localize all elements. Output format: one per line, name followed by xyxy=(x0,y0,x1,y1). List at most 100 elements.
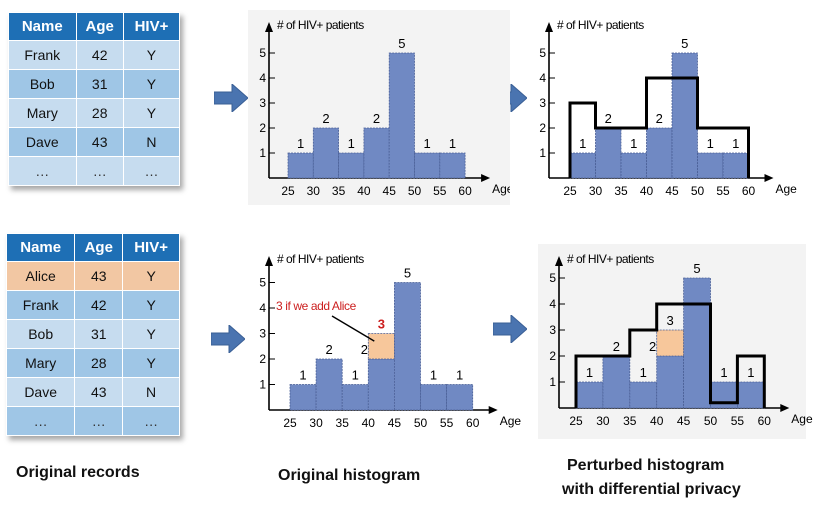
y-tick-label: 2 xyxy=(259,121,266,135)
bar-value-label: 1 xyxy=(430,368,437,383)
x-tick-label: 40 xyxy=(362,416,376,430)
table-cell: Y xyxy=(122,69,181,99)
records-with-alice-table: Name Age HIV+ Alice 43 Y Frank 42 Y Bob 31 Y Mary 28 Y… xyxy=(5,233,180,436)
table-cell: … xyxy=(122,406,180,436)
y-tick-label: 3 xyxy=(259,96,266,110)
caption-original-records: Original records xyxy=(16,464,140,481)
table-body: Name Age HIV+ Alice 43 Y Frank 42 Y Bob 31 Y Mary 28 Y… xyxy=(5,233,180,436)
table-row: ……… xyxy=(8,156,181,186)
bar-value-label: 2 xyxy=(649,339,656,354)
x-tick-label: 60 xyxy=(458,184,472,198)
column-header: Name xyxy=(5,233,76,262)
x-tick-label: 35 xyxy=(623,414,637,428)
table-cell: Y xyxy=(122,261,180,291)
bar-value-label: 1 xyxy=(352,368,359,383)
table-cell: 42 xyxy=(74,290,124,320)
histogram-bar xyxy=(602,355,631,409)
y-tick-label: 5 xyxy=(549,271,556,285)
bar-value-label: 2 xyxy=(361,342,368,357)
x-tick-label: 55 xyxy=(716,184,730,198)
histogram-bar xyxy=(367,358,395,411)
x-tick-label: 50 xyxy=(414,416,428,430)
perturbed-histogram-chart: # of HIV+ patients 1 2 3 4 5 1 2 1 2 5 1 1 25 30 35 40 45… xyxy=(528,10,810,205)
y-tick-label: 3 xyxy=(539,96,546,110)
histogram-bar xyxy=(287,152,314,179)
x-axis-arrow-icon xyxy=(481,174,491,182)
table-cell: N xyxy=(122,377,180,407)
bar-value-label: 5 xyxy=(681,36,688,51)
table-body: Name Age HIV+ Frank 42 Y Bob 31 Y Mary 28 Y Dave 43 N…… xyxy=(8,12,181,186)
bar-value-label: 2 xyxy=(656,111,663,126)
bar-value-label: 1 xyxy=(747,365,754,380)
histogram-bar xyxy=(420,384,448,411)
y-tick-label: 2 xyxy=(549,349,556,363)
bar-value-label: 1 xyxy=(640,365,647,380)
bar-value-label: 1 xyxy=(707,136,714,151)
y-axis-arrow-icon xyxy=(555,256,563,266)
histogram-bar xyxy=(671,52,698,179)
x-tick-label: 25 xyxy=(283,416,297,430)
original-histogram-chart: # of HIV+ patients 1 2 3 4 5 1 2 1 2 5 1 1 25 30 35 40 45… xyxy=(248,10,510,205)
bar-value-label: 1 xyxy=(297,136,304,151)
x-tick-label: 35 xyxy=(336,416,350,430)
bar-value-label: 1 xyxy=(348,136,355,151)
table-row: Bob 31 Y xyxy=(8,69,181,99)
bar-value-label: 1 xyxy=(579,136,586,151)
column-header: Age xyxy=(75,12,124,41)
table-row: Bob 31 Y xyxy=(5,319,180,349)
histogram-bar xyxy=(736,381,765,409)
caption-perturbed-line1: Perturbed histogram xyxy=(567,457,725,474)
caption-perturbed-line2: with differential privacy xyxy=(562,481,741,498)
column-header: HIV+ xyxy=(122,233,180,262)
bar-value-label: 5 xyxy=(693,261,700,276)
table-cell: 31 xyxy=(75,69,124,99)
caption-original-histogram: Original histogram xyxy=(278,467,421,484)
column-header: Name xyxy=(8,12,77,41)
arrow-right-icon xyxy=(493,315,527,343)
histogram-bar xyxy=(363,127,390,179)
x-axis-label: Age xyxy=(791,412,813,426)
histogram-bar xyxy=(393,282,421,411)
y-tick-label: 2 xyxy=(539,121,546,135)
table-row: Frank 42 Y xyxy=(8,40,181,70)
table-header-row: Name Age HIV+ xyxy=(5,233,180,262)
x-tick-label: 50 xyxy=(691,184,705,198)
bar-value-label: 1 xyxy=(299,368,306,383)
y-tick-label: 4 xyxy=(539,71,546,85)
y-tick-label: 1 xyxy=(549,375,556,389)
x-tick-label: 25 xyxy=(569,414,583,428)
x-tick-label: 45 xyxy=(383,184,397,198)
perturbed-histogram-with-alice-chart: # of HIV+ patients 1 2 3 4 5 1 2 1 3 2 5 1 1 25 30 35 40 4… xyxy=(538,244,817,439)
y-axis-label: # of HIV+ patients xyxy=(567,252,654,266)
histogram-bar xyxy=(656,355,684,409)
table-row: Frank 42 Y xyxy=(5,290,180,320)
table-cell: 43 xyxy=(74,261,124,291)
bar-value-label: 1 xyxy=(456,368,463,383)
x-tick-label: 45 xyxy=(388,416,402,430)
table-cell: N xyxy=(122,127,181,157)
x-tick-label: 40 xyxy=(650,414,664,428)
table-cell: 28 xyxy=(75,98,124,128)
x-tick-label: 30 xyxy=(589,184,603,198)
bar-value-label: 1 xyxy=(720,365,727,380)
histogram-bar xyxy=(569,152,596,179)
histogram-bar xyxy=(620,152,647,179)
histogram-bar xyxy=(722,152,749,179)
y-tick-label: 4 xyxy=(259,301,266,315)
y-tick-label: 3 xyxy=(549,323,556,337)
x-tick-label: 30 xyxy=(596,414,610,428)
table-cell: Bob xyxy=(5,319,76,349)
table-row: Mary 28 Y xyxy=(5,348,180,378)
table-cell: … xyxy=(8,156,77,186)
table-cell: Bob xyxy=(8,69,77,99)
histogram-bar xyxy=(312,127,340,179)
y-axis-label: # of HIV+ patients xyxy=(277,252,364,266)
x-tick-label: 40 xyxy=(357,184,371,198)
x-tick-label: 25 xyxy=(281,184,295,198)
table-cell: Y xyxy=(122,290,180,320)
added-record-bar xyxy=(367,333,395,360)
x-tick-label: 35 xyxy=(614,184,628,198)
added-record-bar xyxy=(656,329,684,357)
x-tick-label: 45 xyxy=(665,184,679,198)
arrow-right-icon xyxy=(214,84,248,112)
